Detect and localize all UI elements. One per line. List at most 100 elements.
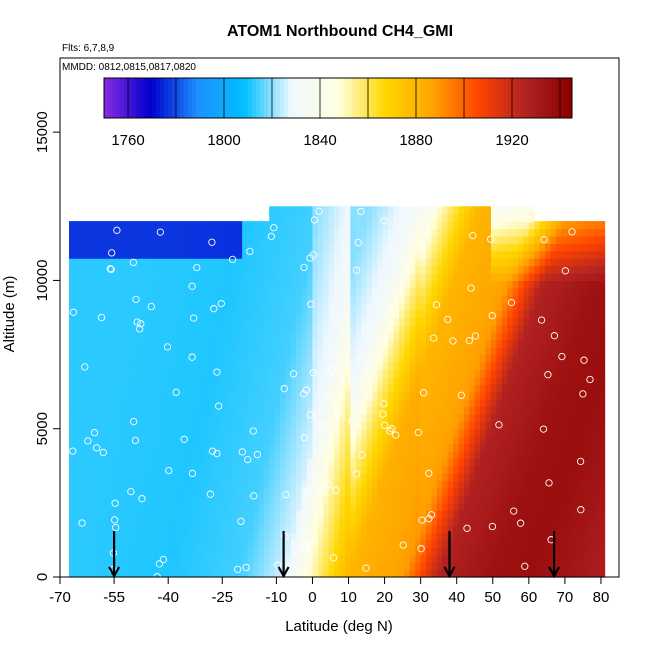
heatmap-cell: [101, 473, 108, 482]
heatmap-cell: [361, 302, 368, 311]
heatmap-cell: [258, 354, 265, 363]
heatmap-cell: [339, 488, 346, 497]
heatmap-cell: [355, 502, 362, 511]
heatmap-cell: [431, 310, 438, 319]
heatmap-cell: [344, 473, 351, 482]
heatmap-cell: [463, 287, 470, 296]
sample-marker: [84, 437, 92, 445]
heatmap-cell: [496, 495, 503, 504]
heatmap-cell: [323, 517, 330, 526]
heatmap-cell: [463, 495, 470, 504]
heatmap-cell: [312, 562, 319, 571]
heatmap-cell: [512, 243, 519, 252]
heatmap-cell: [215, 310, 222, 319]
heatmap-cell: [388, 361, 395, 370]
heatmap-cell: [171, 532, 178, 541]
heatmap-cell: [561, 510, 568, 519]
heatmap-cell: [198, 539, 205, 548]
heatmap-cell: [182, 525, 189, 534]
heatmap-cell: [90, 317, 97, 326]
heatmap-cell: [442, 347, 449, 356]
heatmap-cell: [220, 369, 227, 378]
heatmap-cell: [415, 554, 422, 563]
heatmap-cell: [220, 502, 227, 511]
heatmap-cell: [323, 384, 330, 393]
heatmap-cell: [296, 569, 303, 578]
heatmap-cell: [307, 399, 314, 408]
heatmap-cell: [274, 391, 281, 400]
heatmap-cell: [480, 569, 487, 578]
heatmap-cell: [518, 502, 525, 511]
heatmap-cell: [355, 250, 362, 259]
heatmap-cell: [431, 569, 438, 578]
heatmap-cell: [415, 317, 422, 326]
heatmap-cell: [231, 302, 238, 311]
heatmap-cell: [599, 532, 606, 541]
heatmap-cell: [485, 280, 492, 289]
heatmap-cell: [501, 443, 508, 452]
heatmap-cell: [382, 532, 389, 541]
heatmap-cell: [344, 436, 351, 445]
heatmap-cell: [106, 332, 113, 341]
heatmap-cell: [323, 206, 330, 215]
heatmap-cell: [301, 406, 308, 415]
heatmap-cell: [74, 436, 81, 445]
heatmap-cell: [599, 406, 606, 415]
heatmap-cell: [350, 361, 357, 370]
heatmap-cell: [393, 332, 400, 341]
heatmap-cell: [317, 532, 324, 541]
heatmap-cell: [442, 265, 449, 274]
heatmap-cell: [561, 539, 568, 548]
heatmap-cell: [166, 569, 173, 578]
heatmap-cell: [166, 465, 173, 474]
heatmap-cell: [193, 436, 200, 445]
heatmap-cell: [79, 428, 86, 437]
heatmap-cell: [523, 228, 530, 237]
heatmap-cell: [599, 399, 606, 408]
heatmap-cell: [555, 502, 562, 511]
heatmap-cell: [528, 347, 535, 356]
heatmap-cell: [301, 495, 308, 504]
heatmap-cell: [150, 569, 157, 578]
heatmap-cell: [285, 502, 292, 511]
sample-marker: [414, 428, 423, 437]
heatmap-cell: [263, 324, 270, 333]
sample-marker: [113, 226, 121, 234]
heatmap-cell: [371, 473, 378, 482]
sample-marker: [188, 353, 196, 361]
heatmap-cell: [523, 235, 530, 244]
heatmap-cell: [150, 221, 157, 230]
heatmap-cell: [139, 243, 146, 252]
heatmap-cell: [215, 228, 222, 237]
heatmap-cell: [501, 406, 508, 415]
heatmap-cell: [317, 221, 324, 230]
heatmap-cell: [236, 450, 243, 459]
heatmap-cell: [447, 458, 454, 467]
heatmap-cell: [496, 265, 503, 274]
heatmap-cell: [534, 317, 541, 326]
heatmap-cell: [317, 562, 324, 571]
heatmap-cell: [355, 347, 362, 356]
heatmap-cell: [566, 539, 573, 548]
heatmap-cell: [480, 532, 487, 541]
heatmap-cell: [550, 465, 557, 474]
heatmap-cell: [545, 517, 552, 526]
heatmap-cell: [426, 443, 433, 452]
heatmap-cell: [415, 473, 422, 482]
heatmap-cell: [566, 450, 573, 459]
heatmap-cell: [382, 295, 389, 304]
heatmap-cell: [377, 465, 384, 474]
heatmap-cell: [582, 539, 589, 548]
heatmap-cell: [312, 443, 319, 452]
heatmap-cell: [371, 421, 378, 430]
heatmap-cell: [290, 399, 297, 408]
heatmap-cell: [382, 376, 389, 385]
heatmap-cell: [128, 347, 135, 356]
heatmap-cell: [512, 221, 519, 230]
heatmap-cell: [236, 465, 243, 474]
heatmap-cell: [323, 213, 330, 222]
heatmap-cell: [501, 310, 508, 319]
heatmap-cell: [523, 347, 530, 356]
heatmap-cell: [242, 480, 249, 489]
heatmap-cell: [501, 525, 508, 534]
